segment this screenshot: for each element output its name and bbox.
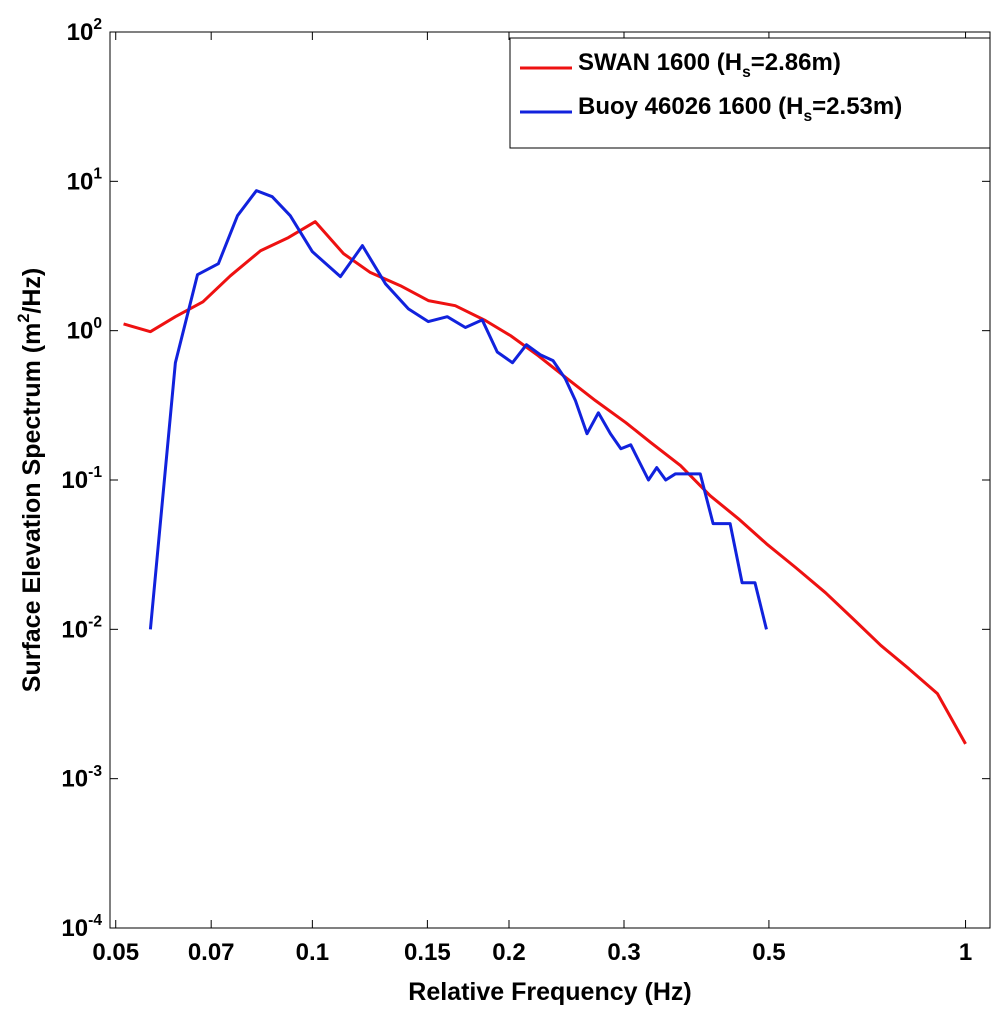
x-tick-label: 0.5 (752, 939, 785, 966)
legend-box (509, 37, 991, 149)
data-line (148, 189, 768, 630)
y-tick-label: 10-1 (61, 464, 102, 494)
x-tick-label: 1 (959, 939, 972, 966)
legend-label: Buoy 46026 1600 (Hs=2.53m) (578, 93, 902, 125)
y-tick-label: 102 (67, 16, 103, 46)
y-tick-label: 10-4 (61, 912, 102, 942)
x-tick-label: 0.05 (92, 939, 139, 966)
x-tick-label: 0.1 (296, 939, 329, 966)
legend-label: SWAN 1600 (Hs=2.86m) (578, 49, 841, 81)
y-tick-label: 10-3 (61, 763, 102, 793)
x-tick-label: 0.3 (607, 939, 640, 966)
x-tick-label: 0.2 (492, 939, 525, 966)
x-tick-label: 0.15 (404, 939, 451, 966)
y-tick-label: 10-2 (61, 614, 102, 644)
x-axis-label: Relative Frequency (Hz) (408, 978, 691, 1006)
data-line (123, 220, 967, 745)
x-tick-label: 0.07 (188, 939, 235, 966)
y-tick-label: 101 (67, 166, 103, 196)
y-axis-label: Surface Elevation Spectrum (m2/Hz) (15, 268, 46, 692)
y-tick-label: 100 (67, 315, 103, 345)
